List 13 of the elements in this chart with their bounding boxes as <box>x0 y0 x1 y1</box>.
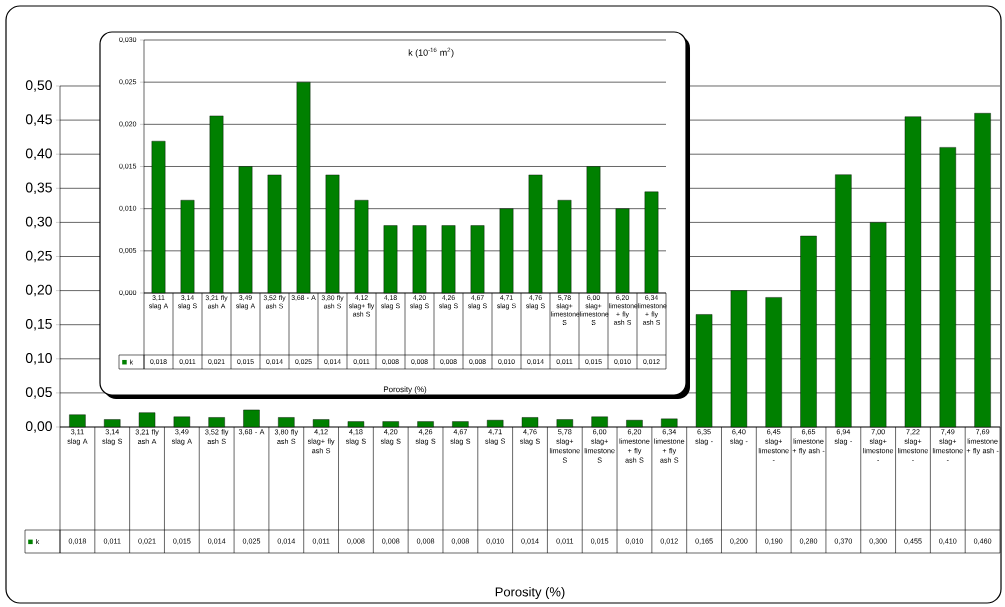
x-axis-title: Porosity (%) <box>495 586 565 600</box>
text: k (10$^{-16}$ m$^{2}$) <box>408 47 454 58</box>
y-tick-label: 0,05 <box>25 387 52 399</box>
y-tick-label: 0,00 <box>25 421 52 433</box>
y-tick-label: 0,10 <box>25 353 52 365</box>
y-tick-label: 0,50 <box>25 80 52 92</box>
y-tick-label: 0,45 <box>25 114 52 126</box>
y-tick-label: 0,40 <box>25 148 52 160</box>
y-tick-label: 0,30 <box>25 216 52 229</box>
y-tick-label: 0,25 <box>25 250 52 263</box>
y-tick-label: 0,20 <box>25 284 52 297</box>
y-tick-label: 0,35 <box>25 182 52 195</box>
y-tick-label: 0,15 <box>25 318 52 331</box>
